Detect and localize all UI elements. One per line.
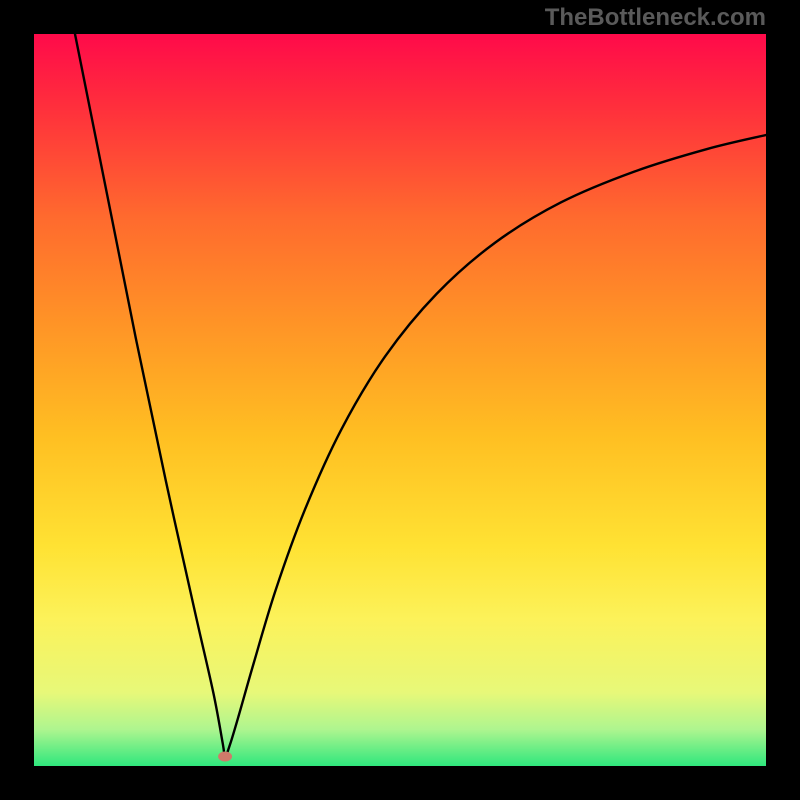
- curve-layer: [34, 34, 766, 766]
- chart-container: TheBottleneck.com: [0, 0, 800, 800]
- minimum-marker: [218, 751, 232, 761]
- bottleneck-curve: [75, 34, 766, 756]
- watermark-text: TheBottleneck.com: [545, 4, 766, 32]
- plot-area: [34, 34, 766, 766]
